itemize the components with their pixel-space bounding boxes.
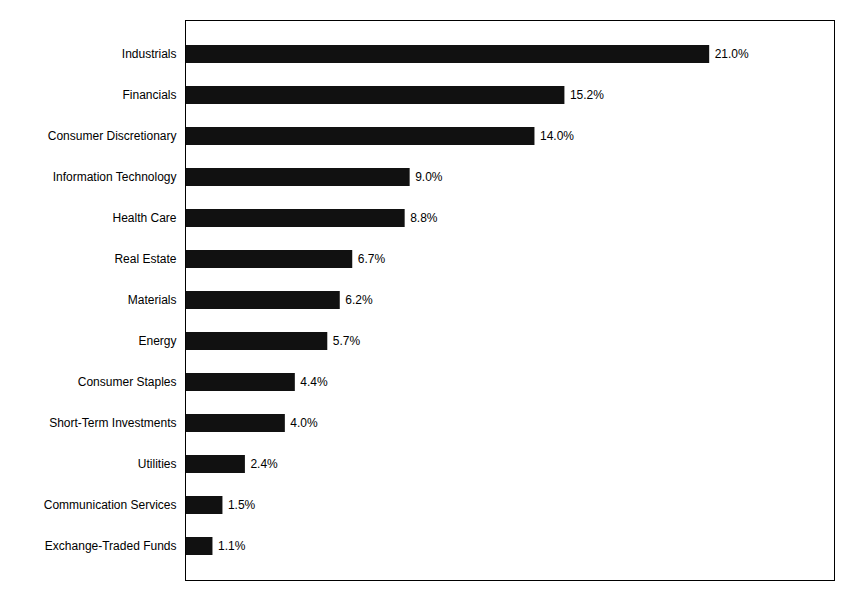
svg-text:Utilities: Utilities	[138, 457, 177, 471]
svg-text:Short-Term Investments: Short-Term Investments	[49, 416, 176, 430]
svg-text:4.4%: 4.4%	[300, 375, 328, 389]
svg-text:Industrials: Industrials	[122, 47, 177, 61]
svg-text:Energy: Energy	[138, 334, 176, 348]
svg-text:2.4%: 2.4%	[250, 457, 278, 471]
svg-text:1.1%: 1.1%	[218, 539, 246, 553]
svg-text:Health Care: Health Care	[112, 211, 176, 225]
svg-text:15.2%: 15.2%	[570, 88, 604, 102]
svg-text:Real Estate: Real Estate	[114, 252, 176, 266]
svg-text:1.5%: 1.5%	[228, 498, 256, 512]
svg-text:5.7%: 5.7%	[333, 334, 361, 348]
svg-text:6.7%: 6.7%	[358, 252, 386, 266]
svg-text:Information Technology: Information Technology	[53, 170, 177, 184]
svg-text:Financials: Financials	[122, 88, 176, 102]
svg-text:Consumer Discretionary: Consumer Discretionary	[48, 129, 177, 143]
svg-text:21.0%: 21.0%	[715, 47, 749, 61]
svg-text:Consumer Staples: Consumer Staples	[78, 375, 177, 389]
svg-text:Communication Services: Communication Services	[44, 498, 177, 512]
svg-text:8.8%: 8.8%	[410, 211, 438, 225]
svg-text:4.0%: 4.0%	[290, 416, 318, 430]
svg-text:9.0%: 9.0%	[415, 170, 443, 184]
svg-text:14.0%: 14.0%	[540, 129, 574, 143]
svg-text:Materials: Materials	[128, 293, 177, 307]
svg-text:Exchange-Traded Funds: Exchange-Traded Funds	[45, 539, 177, 553]
svg-text:6.2%: 6.2%	[345, 293, 373, 307]
